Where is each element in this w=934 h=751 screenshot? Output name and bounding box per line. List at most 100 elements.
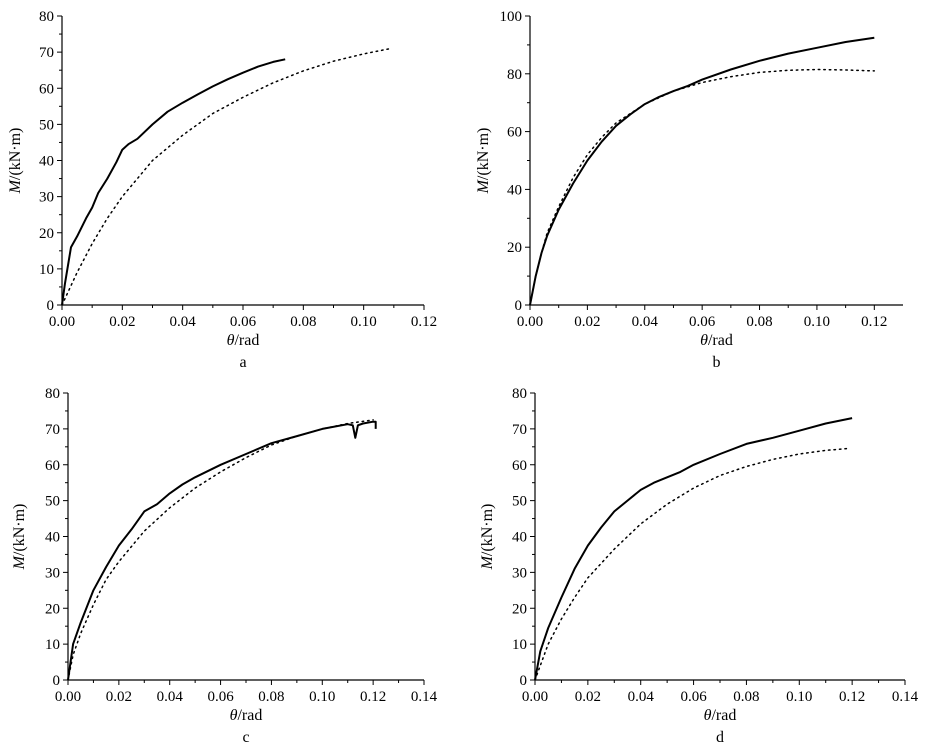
y-tick-label: 40 xyxy=(39,154,54,170)
y-tick-label: 20 xyxy=(39,226,54,242)
y-axis-title: M/(kN·m) xyxy=(11,504,28,571)
solid-series-line xyxy=(534,417,853,681)
y-tick-label: 30 xyxy=(512,565,527,581)
x-tick-label: 0.12 xyxy=(839,689,865,705)
x-tick-label: 0.06 xyxy=(207,689,234,705)
x-tick-label: 0.14 xyxy=(892,689,919,705)
y-axis-symbol: M xyxy=(11,554,28,570)
x-tick-label: 0.06 xyxy=(230,314,257,330)
y-tick-label: 10 xyxy=(39,262,54,278)
y-tick-label: 20 xyxy=(45,601,60,617)
y-axis-title: M/(kN·m) xyxy=(479,504,496,571)
x-axis-symbol: θ xyxy=(230,707,238,724)
y-tick-label: 100 xyxy=(500,9,523,25)
y-tick-label: 80 xyxy=(39,9,54,25)
x-tick-label: 0.14 xyxy=(411,689,438,705)
panel-d: 0.00 0.02 0.04 0.06 0.08 0.10 0.12 0.14 0 10 20 30 4… xyxy=(479,386,919,746)
y-tick-label: 40 xyxy=(512,530,527,546)
x-tick-label: 0.08 xyxy=(290,314,316,330)
x-tick-label: 0.08 xyxy=(258,689,284,705)
y-axis-unit: /(kN·m) xyxy=(479,504,496,556)
y-tick-label: 0 xyxy=(520,673,528,689)
y-tick-label: 40 xyxy=(507,182,522,198)
x-tick-label: 0.00 xyxy=(55,689,81,705)
x-tick-label: 0.02 xyxy=(109,314,135,330)
x-tick-label: 0.04 xyxy=(157,689,184,705)
y-tick-label: 70 xyxy=(39,45,54,61)
x-axis-unit: /rad xyxy=(234,332,259,349)
y-tick-label: 20 xyxy=(507,240,522,256)
y-tick-label: 60 xyxy=(512,458,527,474)
y-tick-label: 30 xyxy=(39,190,54,206)
x-tick-label: 0.06 xyxy=(689,314,716,330)
y-axis-unit: /(kN·m) xyxy=(11,504,28,556)
x-axis-symbol: θ xyxy=(227,332,235,349)
x-axis-symbol: θ xyxy=(704,707,712,724)
dotted-series-line xyxy=(529,68,876,306)
x-tick-label: 0.04 xyxy=(628,689,655,705)
panel-label: c xyxy=(242,729,249,746)
x-axis-unit: /rad xyxy=(237,707,262,724)
x-axis-title: θ/rad xyxy=(704,707,737,724)
x-tick-label: 0.02 xyxy=(574,314,600,330)
x-tick-label: 0.02 xyxy=(575,689,601,705)
y-tick-label: 0 xyxy=(515,298,523,314)
x-tick-label: 0.00 xyxy=(522,689,548,705)
y-tick-label: 30 xyxy=(45,565,60,581)
panel-label: b xyxy=(713,354,721,371)
x-axis-title: θ/rad xyxy=(227,332,260,349)
x-axis-unit: /rad xyxy=(711,707,736,724)
x-tick-label: 0.12 xyxy=(360,689,386,705)
y-axis-unit: /(kN·m) xyxy=(475,128,492,180)
x-tick-label: 0.10 xyxy=(804,314,830,330)
y-tick-label: 0 xyxy=(47,298,55,314)
y-tick-label: 80 xyxy=(512,386,527,402)
y-tick-label: 60 xyxy=(507,125,522,141)
y-tick-label: 50 xyxy=(45,494,60,510)
x-tick-label: 0.06 xyxy=(680,689,707,705)
x-tick-label: 0.02 xyxy=(106,689,132,705)
x-tick-label: 0.10 xyxy=(351,314,377,330)
y-tick-label: 50 xyxy=(512,494,527,510)
y-tick-label: 60 xyxy=(39,81,54,97)
panel-label: a xyxy=(239,354,246,371)
y-tick-label: 0 xyxy=(53,673,61,689)
x-axis-unit: /rad xyxy=(708,332,733,349)
dotted-series-line xyxy=(61,47,392,306)
x-tick-label: 0.12 xyxy=(411,314,437,330)
x-axis-symbol: θ xyxy=(700,332,708,349)
x-tick-label: 0.10 xyxy=(309,689,335,705)
panel-a: 0.00 0.02 0.04 0.06 0.08 0.10 0.12 0 10 20 30 40 50 6… xyxy=(7,9,437,371)
y-tick-label: 60 xyxy=(45,458,60,474)
y-axis-title: M/(kN·m) xyxy=(7,128,24,195)
x-axis-title: θ/rad xyxy=(230,707,263,724)
x-tick-label: 0.00 xyxy=(517,314,543,330)
y-tick-label: 10 xyxy=(45,637,60,653)
y-tick-label: 20 xyxy=(512,601,527,617)
y-tick-label: 80 xyxy=(507,67,522,83)
x-axis-title: θ/rad xyxy=(700,332,733,349)
y-tick-label: 80 xyxy=(45,386,60,402)
y-axis-symbol: M xyxy=(479,554,496,570)
x-tick-label: 0.08 xyxy=(746,314,772,330)
panel-label: d xyxy=(716,729,724,746)
y-axis-symbol: M xyxy=(475,178,492,194)
x-tick-label: 0.04 xyxy=(170,314,197,330)
y-axis-unit: /(kN·m) xyxy=(7,128,24,180)
y-tick-label: 70 xyxy=(512,422,527,438)
solid-series-line xyxy=(61,58,286,306)
x-tick-label: 0.00 xyxy=(49,314,75,330)
solid-series-line xyxy=(529,36,875,306)
x-tick-label: 0.08 xyxy=(733,689,759,705)
y-tick-label: 70 xyxy=(45,422,60,438)
x-tick-label: 0.12 xyxy=(861,314,887,330)
dotted-series-line xyxy=(534,447,848,681)
y-tick-label: 10 xyxy=(512,637,527,653)
panel-c: 0.00 0.02 0.04 0.06 0.08 0.10 0.12 0.14 0 10 20 30 4… xyxy=(11,386,438,746)
y-tick-label: 50 xyxy=(39,117,54,133)
panel-b: 0.00 0.02 0.04 0.06 0.08 0.10 0.12 0 20 40 60 80 100… xyxy=(475,9,903,371)
y-axis-symbol: M xyxy=(7,178,24,194)
y-tick-label: 40 xyxy=(45,530,60,546)
x-tick-label: 0.10 xyxy=(786,689,812,705)
